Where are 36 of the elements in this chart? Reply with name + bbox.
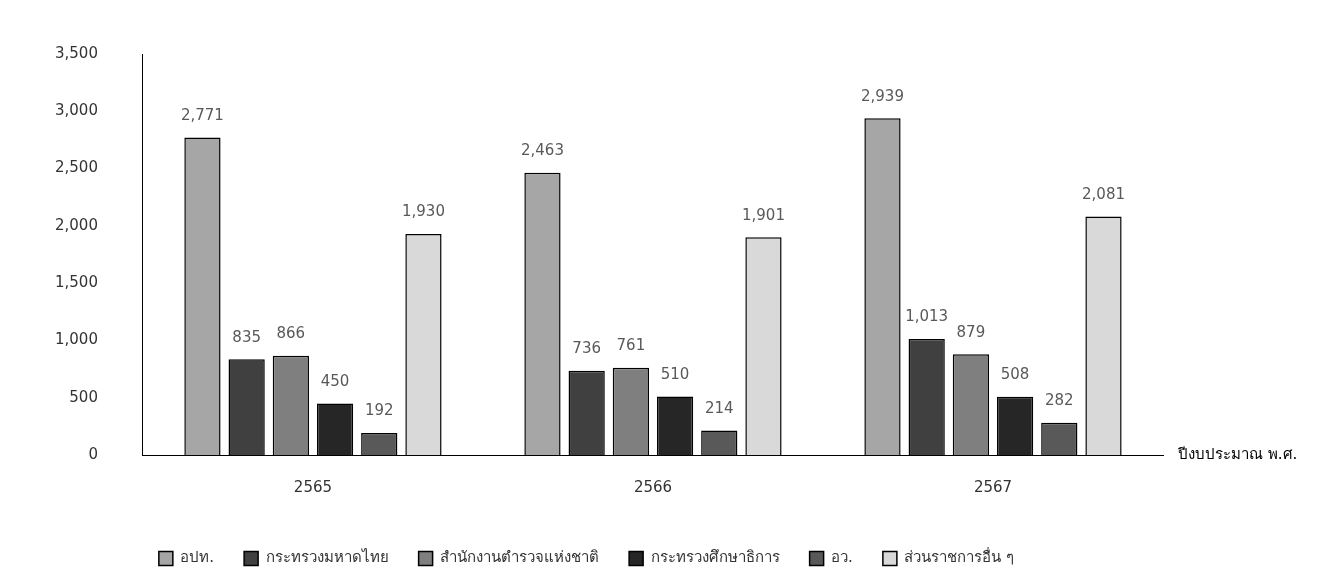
y-tick-label: 3,000 xyxy=(54,101,98,120)
data-label: 2,081 xyxy=(1082,184,1125,203)
y-tick-label: 1,500 xyxy=(54,273,98,292)
data-label: 835 xyxy=(232,327,261,346)
x-tick-label: 2565 xyxy=(293,477,333,496)
data-label: 866 xyxy=(276,324,306,343)
x-tick-label: 2567 xyxy=(973,477,1013,496)
x-tick-label: 2566 xyxy=(633,477,673,496)
y-tick-label: 0 xyxy=(88,444,98,463)
data-label: 736 xyxy=(572,339,601,358)
legend-label: กระทรวงมหาดไทย xyxy=(265,548,389,567)
y-tick-label: 500 xyxy=(69,387,98,406)
y-tick-label: 2,500 xyxy=(54,158,98,177)
y-tick-label: 3,500 xyxy=(54,43,98,62)
x-axis-title: ปีงบประมาณ พ.ศ. xyxy=(1177,444,1298,463)
data-label: 2,939 xyxy=(861,86,904,105)
data-label: 510 xyxy=(660,364,690,383)
data-label: 879 xyxy=(956,322,986,341)
legend-label: กระทรวงศึกษาธิการ xyxy=(650,548,780,567)
data-label: 192 xyxy=(364,401,394,420)
data-label: 450 xyxy=(320,371,350,390)
data-label: 214 xyxy=(704,398,734,417)
data-label: 2,463 xyxy=(520,141,564,160)
data-label: 508 xyxy=(1000,365,1030,384)
legend-label: สำนักงานตำรวจแห่งชาติ xyxy=(440,548,600,567)
y-tick-label: 2,000 xyxy=(54,215,98,234)
legend-label: ส่วนราชการอื่น ๆ xyxy=(904,546,1015,567)
data-label: 282 xyxy=(1044,391,1074,410)
data-label: 1,013 xyxy=(905,307,949,326)
legend-label: อปท. xyxy=(180,548,215,567)
data-label: 2,771 xyxy=(180,105,224,124)
data-label: 1,901 xyxy=(742,205,785,224)
data-label: 1,930 xyxy=(401,202,445,221)
legend-label: อว. xyxy=(831,548,853,567)
y-tick-label: 1,000 xyxy=(54,330,98,349)
data-label: 761 xyxy=(616,336,646,355)
